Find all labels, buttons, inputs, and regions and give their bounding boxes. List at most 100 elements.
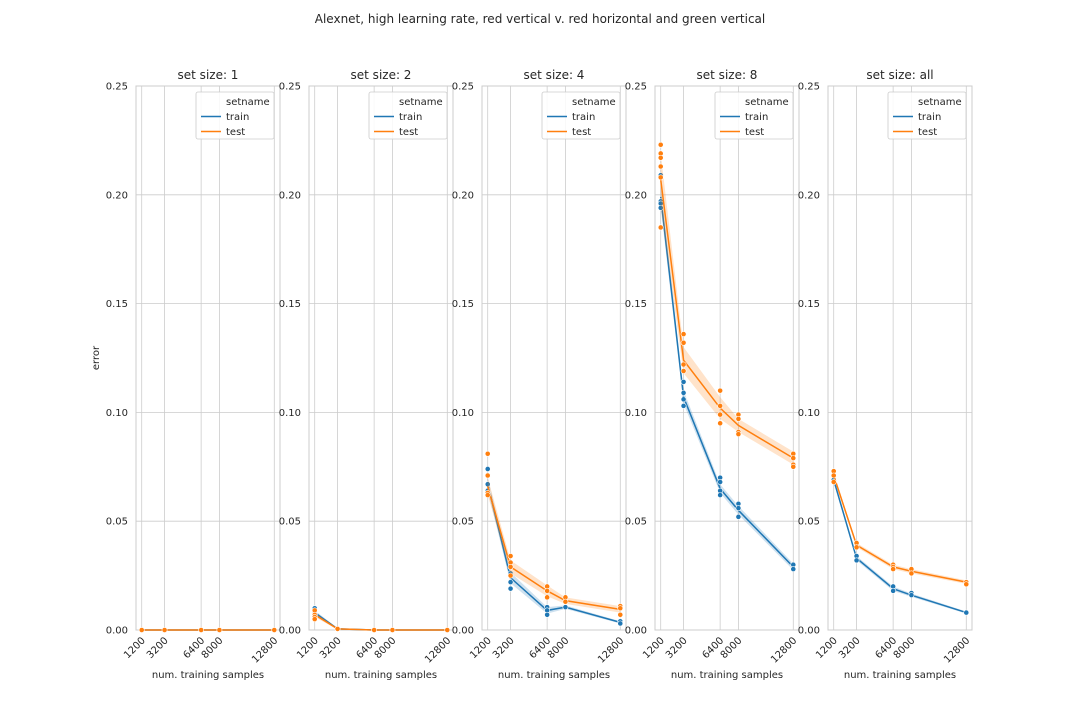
data-point xyxy=(831,479,836,484)
data-point xyxy=(718,492,723,497)
legend: setname train test xyxy=(369,92,447,139)
data-point xyxy=(508,586,513,591)
data-point xyxy=(718,421,723,426)
data-point xyxy=(791,464,796,469)
data-point xyxy=(681,390,686,395)
y-tick-label: 0.00 xyxy=(452,626,474,637)
y-tick-label: 0.25 xyxy=(798,82,820,93)
data-point xyxy=(658,175,663,180)
y-tick-label: 0.15 xyxy=(452,299,474,310)
subplot-5: 0.000.050.100.150.200.2512003200 64008000… xyxy=(798,68,973,681)
x-tick-label: 3200 xyxy=(837,635,863,661)
x-tick-label: 8000 xyxy=(892,635,918,661)
y-tick-label: 0.10 xyxy=(106,408,128,419)
legend: setname train test xyxy=(888,92,966,139)
data-point xyxy=(508,580,513,585)
x-tick-label: 3200 xyxy=(145,635,171,661)
data-point xyxy=(508,573,513,578)
data-point xyxy=(791,566,796,571)
data-point xyxy=(658,225,663,230)
subplot-title: set size: 1 xyxy=(178,68,239,82)
legend-entry-train: train xyxy=(572,112,595,123)
data-point xyxy=(909,571,914,576)
data-point xyxy=(372,627,377,632)
y-tick-label: 0.15 xyxy=(798,299,820,310)
data-point xyxy=(545,588,550,593)
y-tick-label: 0.05 xyxy=(452,517,474,528)
y-tick-label: 0.05 xyxy=(625,517,647,528)
data-point xyxy=(681,331,686,336)
data-point xyxy=(791,455,796,460)
y-tick-label: 0.15 xyxy=(625,299,647,310)
y-tick-label: 0.00 xyxy=(106,626,128,637)
data-point xyxy=(508,564,513,569)
data-point xyxy=(854,545,859,550)
data-point xyxy=(681,362,686,367)
legend-entry-train: train xyxy=(399,112,422,123)
y-tick-label: 0.10 xyxy=(798,408,820,419)
legend: setname train test xyxy=(715,92,793,139)
x-axis-label: num. training samples xyxy=(671,670,783,681)
data-point xyxy=(485,466,490,471)
data-point xyxy=(563,605,568,610)
x-tick-label: 12800 xyxy=(423,635,453,665)
legend-entry-test: test xyxy=(226,127,245,138)
figure-title: Alexnet, high learning rate, red vertica… xyxy=(315,12,766,26)
x-tick-label: 12800 xyxy=(596,635,626,665)
legend-title: setname xyxy=(745,97,789,108)
data-point xyxy=(139,627,144,632)
x-tick-label: 1200 xyxy=(641,635,667,661)
data-point xyxy=(718,479,723,484)
legend-title: setname xyxy=(918,97,962,108)
data-point xyxy=(909,593,914,598)
y-tick-label: 0.10 xyxy=(452,408,474,419)
x-tick-label: 1200 xyxy=(814,635,840,661)
subplot-title: set size: all xyxy=(866,68,933,82)
data-point xyxy=(658,164,663,169)
y-tick-label: 0.15 xyxy=(106,299,128,310)
data-point xyxy=(618,612,623,617)
data-point xyxy=(736,514,741,519)
x-tick-label: 8000 xyxy=(200,635,226,661)
data-point xyxy=(736,416,741,421)
data-point xyxy=(563,599,568,604)
legend-entry-train: train xyxy=(745,112,768,123)
legend-entry-test: test xyxy=(572,127,591,138)
data-point xyxy=(718,403,723,408)
data-point xyxy=(199,627,204,632)
y-tick-label: 0.00 xyxy=(625,626,647,637)
data-point xyxy=(658,155,663,160)
data-point xyxy=(217,627,222,632)
legend-title: setname xyxy=(399,97,443,108)
y-axis-label: error xyxy=(91,345,102,370)
y-tick-label: 0.20 xyxy=(279,190,301,201)
legend: setname train test xyxy=(196,92,274,139)
x-tick-label: 12800 xyxy=(250,635,280,665)
legend-title: setname xyxy=(572,97,616,108)
x-tick-label: 3200 xyxy=(491,635,517,661)
plot-area xyxy=(136,86,280,630)
data-point xyxy=(736,432,741,437)
x-tick-label: 12800 xyxy=(769,635,799,665)
x-tick-label: 1200 xyxy=(295,635,321,661)
subplot-title: set size: 4 xyxy=(524,68,585,82)
data-point xyxy=(964,610,969,615)
y-tick-label: 0.05 xyxy=(106,517,128,528)
data-point xyxy=(854,558,859,563)
data-point xyxy=(681,397,686,402)
data-point xyxy=(891,566,896,571)
y-tick-label: 0.10 xyxy=(279,408,301,419)
data-point xyxy=(545,612,550,617)
legend: setname train test xyxy=(542,92,620,139)
legend-title: setname xyxy=(226,97,270,108)
y-tick-label: 0.20 xyxy=(798,190,820,201)
y-tick-label: 0.20 xyxy=(452,190,474,201)
data-point xyxy=(618,621,623,626)
data-point xyxy=(545,595,550,600)
